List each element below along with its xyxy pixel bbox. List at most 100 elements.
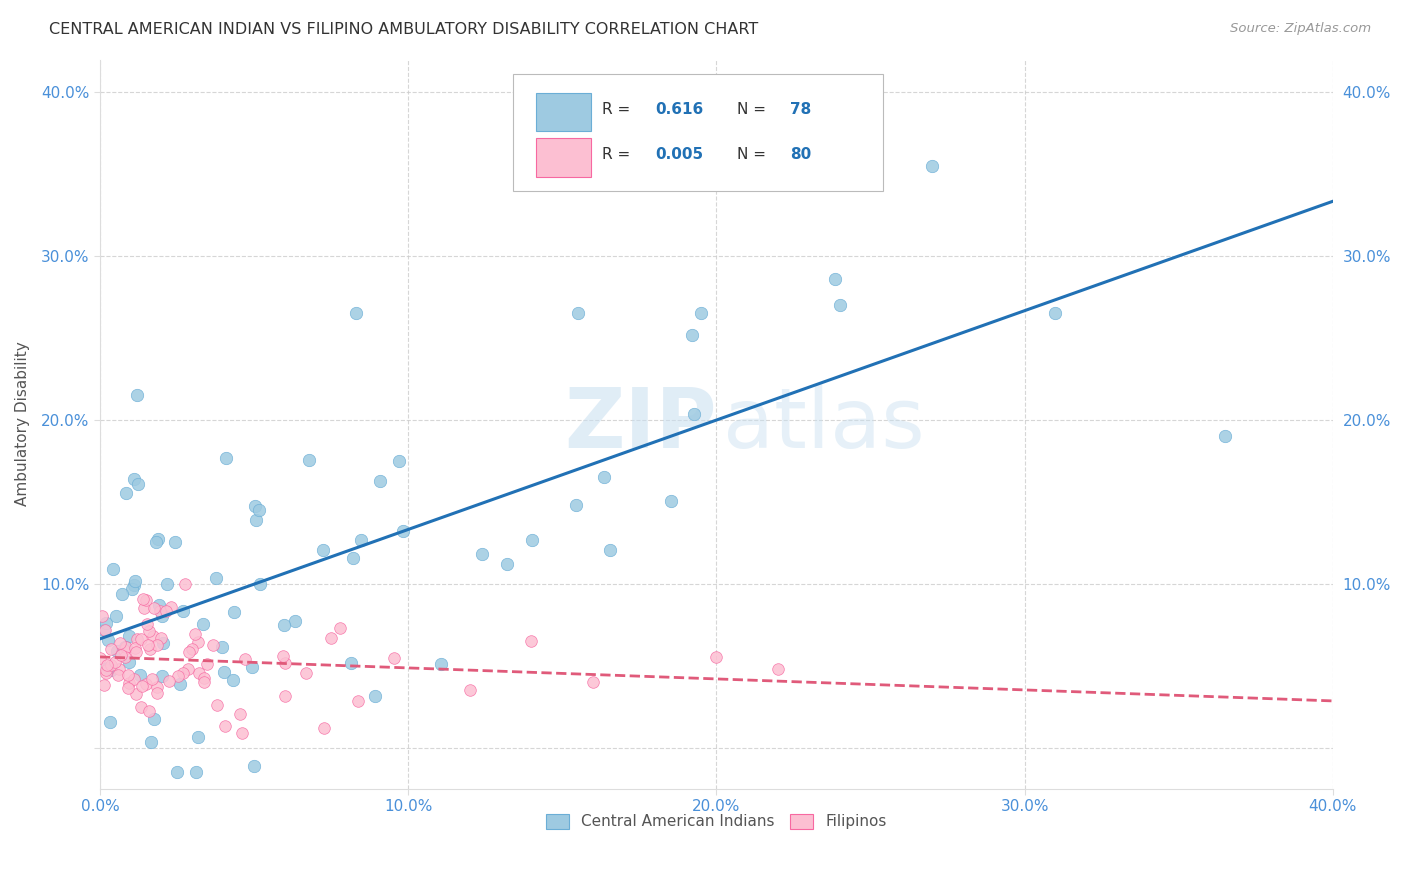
Point (146, 638, 169, 652)
Point (121, 582, 143, 596)
Point (118, 655, 141, 669)
Point (243, 499, 266, 513)
Point (142, 601, 165, 615)
Point (172, 604, 194, 618)
Point (132, 592, 155, 607)
Point (152, 636, 174, 650)
Point (193, 671, 215, 685)
FancyBboxPatch shape (537, 138, 591, 177)
Point (107, 663, 129, 677)
Point (247, 503, 270, 517)
Point (215, 451, 238, 466)
Point (125, 632, 148, 646)
Point (93, 678, 115, 692)
Point (567, 306, 589, 320)
Point (124, 574, 146, 589)
Point (201, 638, 224, 652)
Point (96, 658, 118, 673)
Point (166, 765, 188, 780)
Point (298, 453, 321, 467)
Point (683, 408, 706, 422)
Point (166, 669, 188, 683)
Point (430, 657, 453, 671)
Point (240, 660, 263, 674)
Point (224, 605, 246, 619)
Point (295, 666, 318, 681)
Point (127, 477, 149, 491)
Text: atlas: atlas (723, 384, 924, 465)
Point (125, 388, 148, 402)
Point (124, 641, 146, 656)
Point (231, 725, 253, 739)
Point (235, 652, 257, 666)
Point (205, 571, 228, 585)
Point (284, 614, 307, 628)
Point (138, 624, 160, 638)
Point (146, 686, 169, 700)
Point (125, 687, 148, 701)
Point (150, 631, 173, 645)
Point (118, 629, 141, 643)
Point (157, 674, 180, 689)
Text: CENTRAL AMERICAN INDIAN VS FILIPINO AMBULATORY DISABILITY CORRELATION CHART: CENTRAL AMERICAN INDIAN VS FILIPINO AMBU… (49, 22, 758, 37)
Text: ZIP: ZIP (564, 384, 717, 465)
Point (141, 673, 163, 687)
Point (214, 719, 236, 733)
Text: 80: 80 (790, 147, 811, 161)
Text: N =: N = (737, 102, 766, 117)
Point (112, 643, 135, 657)
Point (187, 635, 209, 649)
Point (187, 730, 209, 744)
Point (122, 578, 145, 592)
Point (471, 547, 494, 561)
Point (149, 603, 172, 617)
Point (382, 651, 405, 665)
Text: Source: ZipAtlas.com: Source: ZipAtlas.com (1230, 22, 1371, 36)
Point (319, 632, 342, 646)
Point (249, 577, 271, 591)
Point (599, 542, 621, 557)
Point (388, 454, 411, 468)
Point (172, 665, 194, 680)
Point (139, 641, 162, 656)
Point (681, 328, 703, 343)
Point (117, 681, 139, 695)
Point (93, 624, 115, 638)
Point (184, 765, 207, 780)
Point (101, 562, 124, 576)
Point (824, 272, 846, 286)
Point (364, 689, 387, 703)
Point (706, 650, 728, 665)
Point (114, 640, 136, 654)
Point (145, 535, 167, 549)
Y-axis label: Ambulatory Disability: Ambulatory Disability (15, 342, 30, 507)
Point (350, 533, 373, 547)
Point (122, 672, 145, 686)
Point (104, 655, 127, 669)
Point (104, 609, 127, 624)
Point (564, 499, 586, 513)
Point (329, 621, 352, 635)
Point (114, 486, 136, 500)
Point (129, 699, 152, 714)
Point (582, 675, 605, 690)
Point (115, 640, 138, 655)
Point (156, 577, 179, 591)
Point (118, 676, 141, 690)
Point (94, 663, 117, 677)
Text: 0.616: 0.616 (655, 102, 703, 117)
Point (520, 634, 543, 648)
Point (659, 493, 682, 508)
FancyBboxPatch shape (537, 93, 591, 131)
Point (392, 524, 415, 538)
Point (458, 683, 481, 698)
Point (89, 650, 111, 665)
Point (110, 648, 132, 662)
Point (114, 649, 136, 664)
Point (107, 644, 129, 658)
Text: 0.005: 0.005 (655, 147, 703, 161)
FancyBboxPatch shape (513, 74, 883, 191)
Point (131, 679, 153, 693)
Point (117, 668, 139, 682)
Point (177, 645, 200, 659)
